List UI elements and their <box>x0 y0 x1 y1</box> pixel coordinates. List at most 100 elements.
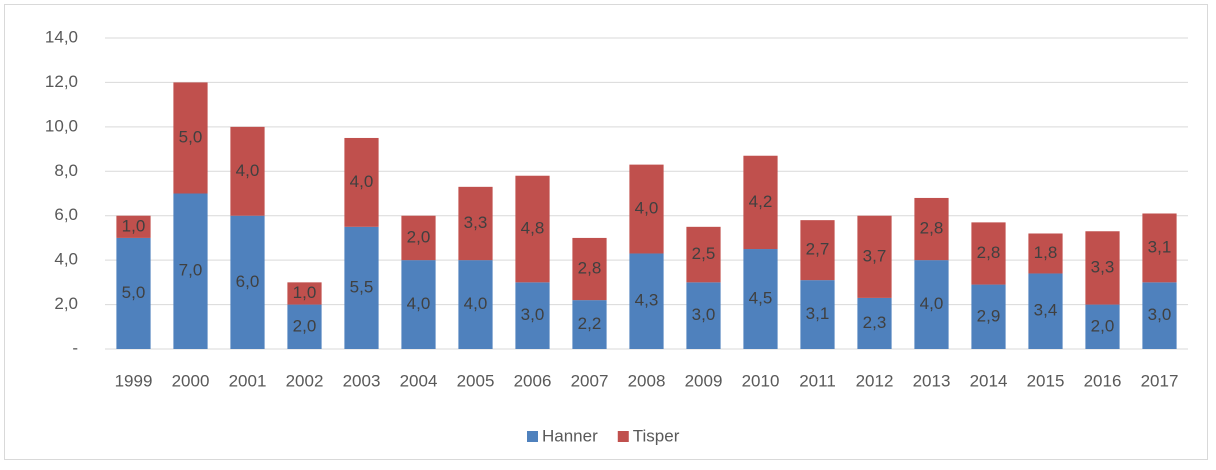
bar-segment <box>344 137 379 227</box>
x-tick-label: 2000 <box>172 371 210 390</box>
data-label: 5,0 <box>179 127 203 146</box>
bar-segment <box>287 304 322 349</box>
y-tick-label: - <box>72 338 78 357</box>
x-tick-label: 2007 <box>571 371 609 390</box>
x-tick-label: 2001 <box>229 371 267 390</box>
bar-segment <box>230 126 265 216</box>
data-label: 3,4 <box>1034 301 1058 320</box>
bar-segment <box>629 164 664 254</box>
x-tick-label: 2014 <box>970 371 1008 390</box>
data-label: 2,0 <box>293 316 317 335</box>
y-tick-label: 6,0 <box>54 205 78 224</box>
bar-segment <box>1142 282 1177 349</box>
x-tick-label: 2003 <box>343 371 381 390</box>
bar-segment <box>515 282 550 349</box>
bar-segment <box>914 197 949 261</box>
data-label: 4,0 <box>920 294 944 313</box>
x-tick-label: 2012 <box>856 371 894 390</box>
y-tick-label: 2,0 <box>54 294 78 313</box>
data-label: 7,0 <box>179 261 203 280</box>
data-label: 2,8 <box>578 259 602 278</box>
data-label: 2,8 <box>920 219 944 238</box>
y-tick-label: 12,0 <box>45 72 78 91</box>
y-tick-label: 8,0 <box>54 161 78 180</box>
bar-segment <box>344 226 379 349</box>
bar-segment <box>686 282 721 349</box>
x-tick-label: 2008 <box>628 371 666 390</box>
legend-label: Hanner <box>542 426 598 445</box>
bar-segment <box>401 260 436 349</box>
bar-segment <box>1085 231 1120 305</box>
legend-swatch <box>617 431 629 442</box>
y-tick-label: 14,0 <box>45 27 78 46</box>
data-label: 2,2 <box>578 314 602 333</box>
legend-label: Tisper <box>633 426 680 445</box>
data-label: 4,0 <box>464 294 488 313</box>
bar-segment <box>458 186 493 261</box>
bar-segment <box>629 253 664 349</box>
data-label: 4,8 <box>521 219 545 238</box>
data-label: 5,5 <box>350 277 374 296</box>
x-tick-label: 2006 <box>514 371 552 390</box>
bar-segment <box>116 237 151 349</box>
x-tick-label: 2005 <box>457 371 495 390</box>
bar-segment <box>800 220 835 281</box>
data-label: 4,0 <box>407 294 431 313</box>
legend-swatch <box>527 431 538 442</box>
x-tick-label: 2002 <box>286 371 324 390</box>
bar-segment <box>230 215 265 349</box>
data-label: 3,3 <box>1091 257 1115 276</box>
bar-segment <box>515 175 550 283</box>
data-label: 3,0 <box>692 305 716 324</box>
data-label: 6,0 <box>236 272 260 291</box>
data-label: 4,2 <box>749 192 773 211</box>
bar-segment <box>572 237 607 301</box>
data-label: 3,1 <box>806 304 830 323</box>
data-label: 2,0 <box>407 227 431 246</box>
bar-segment <box>1028 233 1063 274</box>
data-label: 3,3 <box>464 213 488 232</box>
data-label: 1,8 <box>1034 243 1058 262</box>
bar-segment <box>173 193 208 349</box>
bar-segment <box>971 284 1006 349</box>
bar-segment <box>572 300 607 349</box>
x-tick-label: 2016 <box>1084 371 1122 390</box>
bar-segment <box>971 222 1006 285</box>
bar-segment <box>743 249 778 349</box>
x-tick-label: 2017 <box>1141 371 1179 390</box>
bar-segment <box>173 82 208 194</box>
x-tick-label: 2004 <box>400 371 438 390</box>
bar-segment <box>914 260 949 349</box>
y-tick-label: 4,0 <box>54 250 78 269</box>
data-label: 4,0 <box>350 172 374 191</box>
x-tick-label: 2010 <box>742 371 780 390</box>
bar-segment <box>287 282 322 305</box>
bar-segment <box>743 155 778 250</box>
data-label: 1,0 <box>293 283 317 302</box>
x-tick-label: 2015 <box>1027 371 1065 390</box>
data-label: 2,3 <box>863 313 887 332</box>
data-label: 4,3 <box>635 291 659 310</box>
data-label: 3,1 <box>1148 237 1172 256</box>
x-tick-label: 2013 <box>913 371 951 390</box>
bar-segment <box>857 215 892 298</box>
data-label: 3,0 <box>521 305 545 324</box>
data-label: 2,8 <box>977 243 1001 262</box>
bar-segment <box>857 297 892 349</box>
bar-segment <box>686 226 721 283</box>
data-label: 2,9 <box>977 306 1001 325</box>
data-label: 4,0 <box>236 161 260 180</box>
data-label: 4,0 <box>635 199 659 218</box>
data-label: 1,0 <box>122 216 146 235</box>
x-tick-label: 2009 <box>685 371 723 390</box>
data-label: 3,7 <box>863 246 887 265</box>
data-label: 3,0 <box>1148 305 1172 324</box>
data-label: 5,0 <box>122 283 146 302</box>
bar-segment <box>1028 273 1063 349</box>
data-label: 4,5 <box>749 289 773 308</box>
y-tick-label: 10,0 <box>45 116 78 135</box>
data-label: 2,0 <box>1091 316 1115 335</box>
x-tick-label: 1999 <box>115 371 153 390</box>
bar-segment <box>401 215 436 261</box>
